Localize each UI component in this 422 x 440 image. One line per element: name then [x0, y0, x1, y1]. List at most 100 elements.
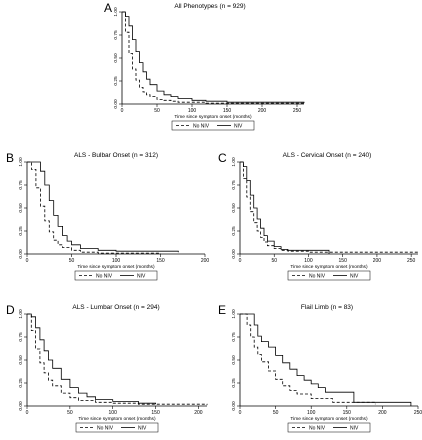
y-tick-label: 0.50	[113, 53, 119, 63]
series-line-niv	[240, 161, 330, 254]
series-line-niv	[27, 313, 156, 405]
legend: No NIV NIV	[74, 270, 158, 281]
x-tick-label: 150	[151, 410, 160, 416]
x-axis-label: Time since symptom onset (months)	[174, 114, 252, 120]
y-tick-label: 0.00	[18, 401, 24, 411]
x-tick-label: 0	[26, 258, 29, 264]
x-tick-label: 250	[293, 108, 302, 114]
y-tick-label: 1.00	[113, 7, 119, 17]
y-tick-label: 1.00	[231, 157, 237, 167]
panel-title: Flail Limb (n = 83)	[301, 304, 353, 311]
y-tick-label: 0.50	[18, 203, 24, 213]
x-tick-label: 50	[67, 410, 73, 416]
y-tick-label: 1.00	[231, 309, 237, 319]
series-line-no-niv	[122, 11, 304, 104]
panel-letter: C	[218, 151, 227, 165]
x-tick-label: 100	[109, 410, 118, 416]
x-tick-label: 200	[378, 410, 387, 416]
legend-label: NIV	[137, 273, 146, 279]
x-tick-label: 100	[307, 410, 316, 416]
y-tick-label: 0.00	[18, 249, 24, 259]
x-tick-label: 0	[26, 410, 29, 416]
series-line-no-niv	[240, 161, 419, 254]
panel-title: All Phenotypes (n = 929)	[174, 3, 245, 10]
y-tick-label: 0.75	[18, 180, 24, 190]
legend: No NIV NIV	[287, 422, 371, 433]
y-tick-label: 0.00	[113, 99, 119, 109]
x-tick-label: 200	[258, 108, 267, 114]
legend-label: NIV	[234, 123, 243, 129]
panel-letter: D	[6, 303, 15, 317]
x-tick-label: 50	[271, 258, 277, 264]
x-tick-label: 0	[239, 258, 242, 264]
x-tick-label: 150	[223, 108, 232, 114]
x-tick-label: 50	[154, 108, 160, 114]
x-axis-label: Time since symptom onset (months)	[290, 264, 368, 270]
y-tick-label: 0.50	[231, 355, 237, 365]
legend-label: No NIV	[309, 425, 326, 431]
x-tick-label: 150	[343, 410, 352, 416]
legend-box	[171, 120, 255, 131]
y-tick-label: 0.75	[113, 30, 119, 40]
x-tick-label: 200	[373, 258, 382, 264]
legend-label: No NIV	[97, 425, 114, 431]
legend: No NIV NIV	[171, 120, 255, 131]
legend-box	[74, 270, 158, 281]
y-tick-label: 0.25	[231, 226, 237, 236]
legend-label: No NIV	[309, 273, 326, 279]
y-tick-label: 0.25	[231, 378, 237, 388]
x-tick-label: 100	[112, 258, 121, 264]
panel-d: D ALS - Lumbar Onset (n = 294) 0.00 0.25 0.5…	[6, 303, 208, 433]
y-tick-label: 0.75	[231, 180, 237, 190]
panel-e: E Flail Limb (n = 83) 0.00 0.25 0.50 0.75 1.00…	[218, 303, 422, 433]
series-line-no-niv	[240, 313, 376, 405]
x-tick-label: 0	[121, 108, 124, 114]
series-line-no-niv	[27, 313, 208, 406]
legend-label: No NIV	[96, 273, 113, 279]
x-axis-label: Time since symptom onset (months)	[290, 416, 368, 422]
x-tick-label: 150	[339, 258, 348, 264]
x-tick-label: 250	[414, 410, 422, 416]
series-line-niv	[240, 313, 412, 406]
x-tick-label: 250	[407, 258, 416, 264]
panel-title: ALS - Bulbar Onset (n = 312)	[74, 152, 158, 159]
legend-box	[287, 270, 371, 281]
y-tick-label: 0.75	[231, 332, 237, 342]
panel-letter: A	[104, 1, 112, 15]
y-tick-label: 0.50	[18, 355, 24, 365]
panel-c: C ALS - Cervical Onset (n = 240) 0.00 0.25 0…	[218, 151, 419, 281]
y-tick-label: 0.25	[18, 226, 24, 236]
panel-letter: B	[6, 151, 14, 165]
panel-letter: E	[218, 303, 226, 317]
legend-box	[75, 422, 159, 433]
x-axis-label: Time since symptom onset (months)	[77, 264, 155, 270]
y-tick-label: 0.50	[231, 203, 237, 213]
x-axis-label: Time since symptom onset (months)	[78, 416, 156, 422]
panel-a: A All Phenotypes (n = 929) 0.00 0.25 0.50 0.7…	[104, 1, 305, 131]
x-tick-label: 200	[201, 258, 210, 264]
x-tick-label: 100	[188, 108, 197, 114]
series-line-niv	[27, 161, 179, 253]
x-tick-label: 200	[194, 410, 203, 416]
legend-label: NIV	[350, 273, 359, 279]
panel-b: B ALS - Bulbar Onset (n = 312) 0.00 0.25 0.5…	[6, 151, 210, 281]
legend-label: No NIV	[193, 123, 210, 129]
x-tick-label: 50	[69, 258, 75, 264]
panel-title: ALS - Lumbar Onset (n = 294)	[72, 304, 159, 311]
legend-label: NIV	[350, 425, 359, 431]
y-tick-label: 0.25	[18, 378, 24, 388]
x-tick-label: 0	[239, 410, 242, 416]
x-tick-label: 50	[273, 410, 279, 416]
legend: No NIV NIV	[75, 422, 159, 433]
x-tick-label: 100	[304, 258, 313, 264]
y-tick-label: 1.00	[18, 309, 24, 319]
legend-label: NIV	[138, 425, 147, 431]
y-tick-label: 0.00	[231, 401, 237, 411]
legend: No NIV NIV	[287, 270, 371, 281]
series-line-niv	[122, 11, 305, 104]
y-tick-label: 0.25	[113, 76, 119, 86]
series-line-no-niv	[27, 161, 161, 254]
y-tick-label: 0.75	[18, 332, 24, 342]
legend-box	[287, 422, 371, 433]
